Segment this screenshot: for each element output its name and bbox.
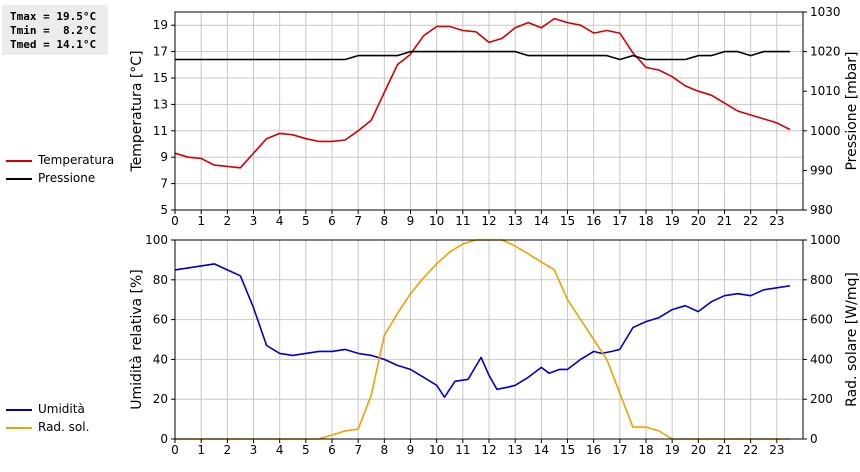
chart1-xtick-label-13: 13 xyxy=(508,214,523,228)
chart2-xtick-label-23: 23 xyxy=(769,443,784,457)
chart1-xtick-label-17: 17 xyxy=(612,214,627,228)
chart2-ytick-right-label-0: 0 xyxy=(810,432,818,446)
chart2-xtick-label-8: 8 xyxy=(381,443,389,457)
chart1-ytick-left-label-13: 13 xyxy=(153,97,168,111)
chart2-ytick-left-label-60: 60 xyxy=(153,313,168,327)
chart1-xtick-label-15: 15 xyxy=(560,214,575,228)
chart1-ytick-left-label-19: 19 xyxy=(153,18,168,32)
chart2-ylabel-right: Rad. solare [W/mq] xyxy=(844,272,860,407)
legend-swatch-temperature xyxy=(6,160,32,162)
chart1-xtick-label-18: 18 xyxy=(638,214,653,228)
chart2-ytick-left-label-80: 80 xyxy=(153,273,168,287)
legend-swatch-solar xyxy=(6,427,32,429)
legend-label-pressure: Pressione xyxy=(38,171,96,185)
chart2-xtick-label-18: 18 xyxy=(638,443,653,457)
chart2-xtick-label-13: 13 xyxy=(508,443,523,457)
chart2-ytick-left-label-40: 40 xyxy=(153,352,168,366)
chart1-xtick-label-20: 20 xyxy=(691,214,706,228)
chart1-series-temperature xyxy=(174,17,791,169)
chart1-xtick-label-10: 10 xyxy=(429,214,444,228)
chart2-xtick-label-22: 22 xyxy=(743,443,758,457)
chart2-xtick-label-17: 17 xyxy=(612,443,627,457)
chart2-xtick-label-11: 11 xyxy=(455,443,470,457)
chart1-xtick-label-4: 4 xyxy=(276,214,284,228)
chart1-xtick-label-7: 7 xyxy=(354,214,362,228)
chart1-xtick-label-14: 14 xyxy=(534,214,549,228)
chart1-ylabel-left: Temperatura [°C] xyxy=(129,50,145,172)
chart2-xtick-label-19: 19 xyxy=(665,443,680,457)
chart1-ytick-left-label-17: 17 xyxy=(153,45,168,59)
chart1-ytick-right-label-1010: 1010 xyxy=(810,84,841,98)
chart1-xtick-label-2: 2 xyxy=(224,214,232,228)
chart1-ytick-right-label-1000: 1000 xyxy=(810,124,841,138)
chart2-ytick-left-label-20: 20 xyxy=(153,392,168,406)
chart2-xtick-label-14: 14 xyxy=(534,443,549,457)
chart2-xtick-label-7: 7 xyxy=(354,443,362,457)
chart1-ylabel-right: Pressione [mbar] xyxy=(844,51,860,170)
legend-label-temperature: Temperatura xyxy=(38,153,115,167)
charts-canvas: 0 1 2 3 4 5 6 7 8 9 10 11 12 13 14 15 16 17 18 19 20 21 22 2357… xyxy=(129,5,860,457)
chart2-ytick-right-label-800: 800 xyxy=(810,273,833,287)
chart1-xtick-label-12: 12 xyxy=(481,214,496,228)
chart1-xtick-label-11: 11 xyxy=(455,214,470,228)
chart1-xtick-label-0: 0 xyxy=(171,214,179,228)
chart1-ytick-right-label-980: 980 xyxy=(810,203,833,217)
chart2-ytick-right-label-200: 200 xyxy=(810,392,833,406)
chart1-ytick-right-label-1030: 1030 xyxy=(810,5,841,19)
stats-box: Tmax = 19.5°C Tmin = 8.2°C Tmed = 14.1°C xyxy=(2,5,108,55)
chart1-xtick-label-19: 19 xyxy=(665,214,680,228)
chart1-ytick-right-label-990: 990 xyxy=(810,163,833,177)
chart2-xtick-label-3: 3 xyxy=(250,443,258,457)
legend-swatch-pressure xyxy=(6,178,32,180)
legend-label-humidity: Umidità xyxy=(38,402,85,416)
chart1-ytick-left-label-7: 7 xyxy=(160,177,168,191)
chart2-xtick-label-15: 15 xyxy=(560,443,575,457)
chart2-xtick-label-20: 20 xyxy=(691,443,706,457)
chart2-ytick-left-label-100: 100 xyxy=(145,233,168,247)
chart2-xtick-label-5: 5 xyxy=(302,443,310,457)
chart2-ylabel-left: Umidità relativa [%] xyxy=(129,269,145,410)
chart2-ytick-left-label-0: 0 xyxy=(160,432,168,446)
tmax-text: Tmax = 19.5°C xyxy=(10,10,97,23)
chart2-xtick-label-12: 12 xyxy=(481,443,496,457)
chart1-xtick-label-16: 16 xyxy=(586,214,601,228)
chart1-xtick-label-6: 6 xyxy=(328,214,336,228)
chart2-xtick-label-21: 21 xyxy=(717,443,732,457)
chart1-xtick-label-5: 5 xyxy=(302,214,310,228)
chart1-ytick-right-label-1020: 1020 xyxy=(810,45,841,59)
chart1-xtick-label-1: 1 xyxy=(197,214,205,228)
chart1-ytick-left-label-11: 11 xyxy=(153,124,168,138)
tmed-text: Tmed = 14.1°C xyxy=(10,38,97,51)
chart2-xtick-label-10: 10 xyxy=(429,443,444,457)
chart1-xtick-label-21: 21 xyxy=(717,214,732,228)
legend-label-solar: Rad. sol. xyxy=(38,420,90,434)
chart1-xtick-label-22: 22 xyxy=(743,214,758,228)
chart1-xtick-label-3: 3 xyxy=(250,214,258,228)
chart2-xtick-label-1: 1 xyxy=(197,443,205,457)
chart1-xtick-label-23: 23 xyxy=(769,214,784,228)
chart2-ytick-right-label-400: 400 xyxy=(810,352,833,366)
chart2-ytick-right-label-600: 600 xyxy=(810,313,833,327)
chart2-series-solar xyxy=(175,239,790,440)
chart2-xtick-label-9: 9 xyxy=(407,443,415,457)
chart1-xtick-label-9: 9 xyxy=(407,214,415,228)
chart1-xtick-label-8: 8 xyxy=(381,214,389,228)
chart2-xtick-label-16: 16 xyxy=(586,443,601,457)
chart2-ytick-right-label-1000: 1000 xyxy=(810,233,841,247)
chart2-series-humidity xyxy=(174,263,791,399)
chart1-ytick-left-label-9: 9 xyxy=(160,150,168,164)
chart1-ytick-left-label-15: 15 xyxy=(153,71,168,85)
chart2-xtick-label-4: 4 xyxy=(276,443,284,457)
chart2-xtick-label-0: 0 xyxy=(171,443,179,457)
legend-swatch-humidity xyxy=(6,409,32,411)
tmin-text: Tmin = 8.2°C xyxy=(10,24,97,37)
chart1-series-pressure xyxy=(175,50,790,61)
chart2-xtick-label-2: 2 xyxy=(224,443,232,457)
chart2-xtick-label-6: 6 xyxy=(328,443,336,457)
chart1-ytick-left-label-5: 5 xyxy=(160,203,168,217)
